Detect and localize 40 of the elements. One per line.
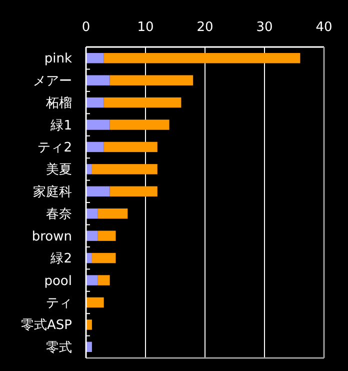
- y-tick-label: pink: [44, 52, 72, 67]
- bar: [104, 53, 300, 64]
- bar: [98, 230, 116, 241]
- bar: [92, 252, 116, 264]
- y-tick-label: brown: [32, 229, 72, 244]
- bar: [110, 120, 170, 130]
- x-tick-label: 30: [256, 20, 273, 35]
- y-tick-label: 美夏: [46, 162, 72, 178]
- bar: [86, 53, 104, 64]
- bar: [86, 186, 110, 197]
- y-tick-label: pool: [44, 274, 72, 289]
- y-tick-label: 家庭科: [33, 184, 72, 200]
- bar: [86, 208, 98, 219]
- y-tick-label: 緑2: [50, 252, 72, 267]
- y-tick-label: 零式ASP: [21, 318, 72, 334]
- y-tick-label: 春奈: [46, 207, 72, 222]
- bar: [110, 75, 194, 86]
- bar: [86, 230, 98, 241]
- x-tick-label: 10: [137, 20, 154, 35]
- x-tick-label: 40: [316, 20, 332, 35]
- bar: [86, 120, 110, 130]
- bar: [86, 297, 104, 308]
- y-tick-label: 緑1: [50, 118, 72, 134]
- bar: [98, 275, 110, 286]
- y-tick-label: メアー: [33, 74, 72, 89]
- bar: [104, 97, 182, 108]
- y-tick-label: 柘榴: [45, 96, 72, 112]
- y-tick-label: 零式: [46, 340, 72, 356]
- bar: [92, 164, 158, 174]
- bar: [110, 186, 158, 197]
- bar: [104, 142, 158, 152]
- y-tick-label: ティ2: [38, 140, 72, 156]
- x-tick-label: 20: [196, 20, 214, 35]
- bar: [98, 208, 128, 219]
- bar: [86, 75, 110, 86]
- bar: [86, 97, 104, 108]
- y-tick-label: ティ: [46, 296, 72, 311]
- bar: [86, 142, 104, 152]
- bar: [86, 275, 98, 286]
- x-tick-label: 0: [82, 20, 90, 35]
